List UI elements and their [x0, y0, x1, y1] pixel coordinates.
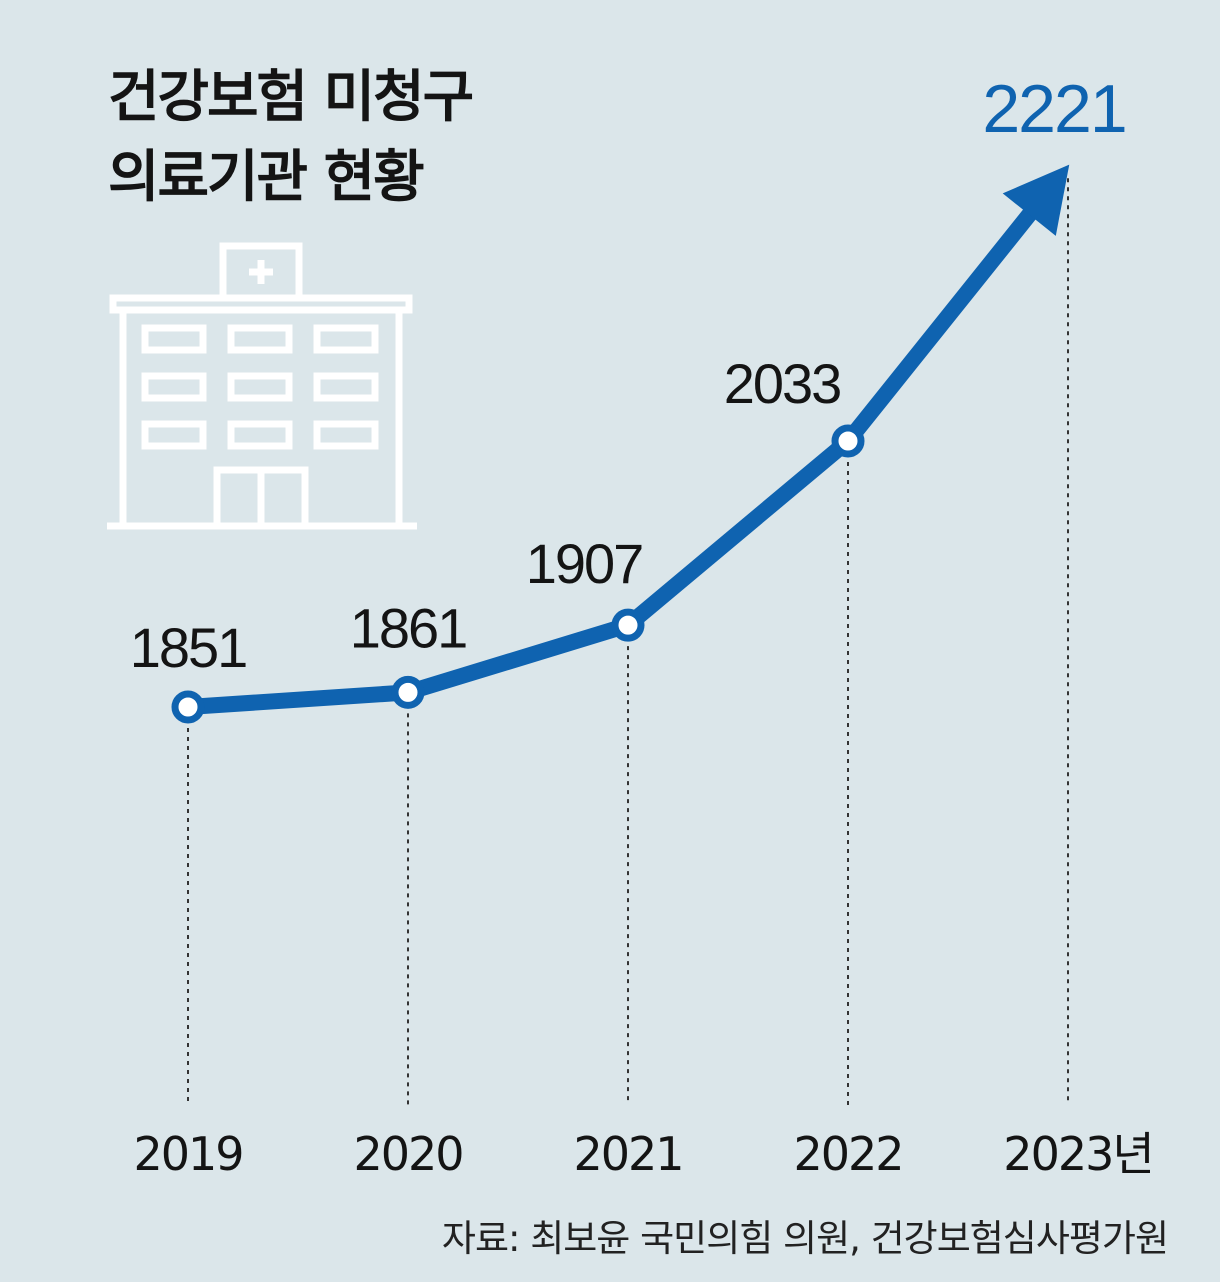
- series-line: [180, 197, 1045, 715]
- data-label-2020: 1861: [350, 596, 467, 659]
- arrow-head-2023년: [1002, 164, 1070, 236]
- x-tick-label-2020: 2020: [353, 1127, 462, 1181]
- data-point-2019: [171, 690, 205, 724]
- x-tick-label-2021: 2021: [573, 1127, 682, 1181]
- data-point-2020: [391, 675, 425, 709]
- chart-title: 건강보험 미청구 의료기관 현황: [108, 58, 474, 218]
- x-tick-label-2022: 2022: [793, 1127, 902, 1181]
- x-tick-label-2023년: 2023년: [1003, 1127, 1152, 1181]
- data-label-2022: 2033: [724, 352, 841, 415]
- data-label-2021: 1907: [526, 532, 643, 595]
- data-label-2019: 1851: [130, 616, 247, 679]
- data-label-2023년: 2221: [982, 71, 1125, 147]
- x-tick-label-2019: 2019: [133, 1127, 242, 1181]
- source-note: 자료: 최보윤 국민의힘 의원, 건강보험심사평가원: [441, 1217, 1169, 1260]
- chart-title-line-1: 건강보험 미청구: [108, 65, 474, 130]
- data-point-2022: [831, 424, 865, 458]
- chart-title-line-2: 의료기관 현황: [108, 145, 425, 210]
- hospital-building-icon: [107, 242, 417, 530]
- data-point-2021: [611, 608, 645, 642]
